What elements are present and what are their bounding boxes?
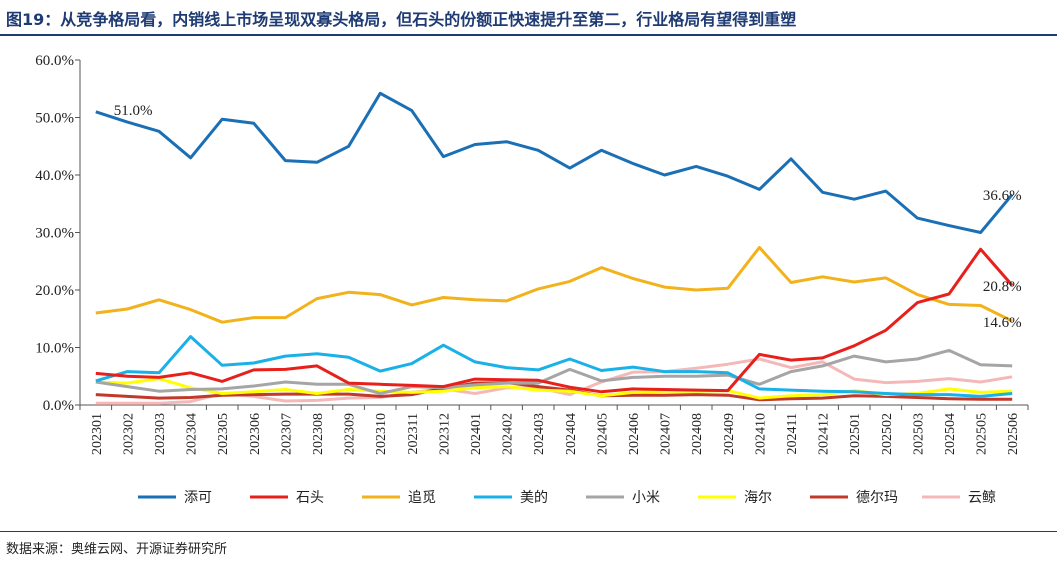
data-label: 20.8% (983, 279, 1022, 295)
legend-label: 追觅 (408, 490, 436, 506)
x-tick-label: 202311 (406, 413, 421, 454)
chart-title: 图19：从竞争格局看，内销线上市场呈现双寡头格局，但石头的份额正快速提升至第二，… (6, 10, 797, 29)
x-tick-label: 202504 (943, 413, 958, 455)
y-tick-label: 10.0% (35, 341, 74, 357)
series-line-美的 (95, 335, 1013, 398)
x-tick-label: 202410 (753, 413, 768, 455)
y-tick-label: 60.0% (35, 53, 74, 69)
legend-label: 云鲸 (968, 490, 996, 506)
x-tick-label: 202405 (595, 413, 610, 455)
y-tick-label: 0.0% (43, 398, 74, 414)
data-label: 36.6% (983, 188, 1022, 204)
data-label: 14.6% (983, 315, 1022, 331)
legend-label: 德尔玛 (856, 490, 898, 506)
x-tick-label: 202406 (627, 413, 642, 455)
series-lines (95, 91, 1014, 405)
x-axis: 202301 202302 202303 202304 202305 202306 2023… (79, 404, 1029, 455)
legend-label: 石头 (296, 490, 324, 506)
y-axis: 0.0% 10.0% 20.0% 30.0% 40.0% 50.0% 60.0% (35, 53, 81, 414)
x-tick-label: 202310 (374, 413, 389, 455)
x-tick-label: 202403 (532, 413, 547, 455)
x-tick-label: 202401 (469, 413, 484, 455)
x-tick-label: 202304 (185, 413, 200, 455)
source-rule (0, 531, 1057, 532)
series-line-小米 (95, 348, 1013, 395)
x-tick-label: 202307 (279, 413, 294, 455)
series-line-添可 (95, 91, 1014, 234)
x-tick-label: 202302 (121, 413, 136, 455)
series-line-德尔玛 (95, 381, 1013, 402)
x-tick-label: 202402 (501, 413, 516, 455)
x-tick-label: 202501 (848, 413, 863, 455)
x-tick-label: 202503 (911, 413, 926, 455)
data-label: 51.0% (114, 103, 153, 119)
y-tick-label: 40.0% (35, 168, 74, 184)
x-tick-label: 202308 (311, 413, 326, 455)
legend-label: 海尔 (744, 490, 772, 506)
x-tick-label: 202309 (343, 413, 358, 455)
legend-label: 添可 (184, 490, 212, 506)
x-tick-label: 202404 (564, 413, 579, 455)
x-tick-label: 202412 (817, 413, 832, 455)
legend-label: 美的 (520, 490, 548, 506)
x-tick-label: 202305 (216, 413, 231, 455)
y-tick-label: 50.0% (35, 111, 74, 127)
series-line-追觅 (95, 245, 1013, 324)
x-tick-label: 202407 (659, 413, 674, 455)
series-line-石头 (95, 247, 1014, 394)
y-tick-label: 30.0% (35, 226, 74, 242)
x-tick-label: 202301 (90, 413, 105, 455)
data-labels: 51.0% 36.6% 20.8% 14.6% (114, 103, 1022, 331)
legend-label: 小米 (632, 490, 660, 506)
source-note: 数据来源：奥维云网、开源证券研究所 (6, 542, 228, 557)
x-tick-label: 202502 (880, 413, 895, 455)
y-tick-label: 20.0% (35, 283, 74, 299)
x-tick-label: 202303 (153, 413, 168, 455)
legend: 添可 石头 追觅 美的 小米 海尔 德尔玛 云鲸 (138, 490, 996, 506)
x-tick-label: 202411 (785, 413, 800, 454)
x-tick-label: 202505 (975, 413, 990, 455)
x-tick-label: 202312 (437, 413, 452, 455)
x-tick-label: 202408 (690, 413, 705, 455)
x-tick-label: 202409 (722, 413, 737, 455)
x-tick-label: 202506 (1006, 413, 1021, 455)
title-rule (0, 34, 1057, 36)
x-tick-label: 202306 (248, 413, 263, 455)
